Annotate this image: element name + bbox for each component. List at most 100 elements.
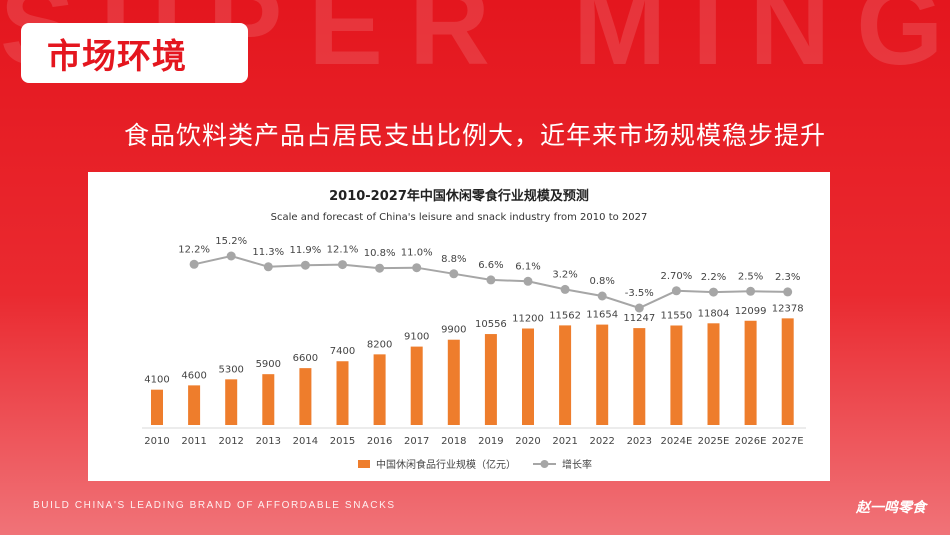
x-tick-2017: 2017: [404, 436, 429, 447]
growth-label-2027E: 2.3%: [775, 272, 800, 283]
bar-2018: [447, 339, 460, 425]
bar-2020: [522, 328, 534, 425]
bar-label-2017: 9100: [404, 332, 429, 343]
bar-label-2016: 8200: [367, 339, 392, 350]
bar-label-2026E: 12099: [735, 306, 767, 317]
bar-2026E: [744, 320, 757, 425]
bar-2015: [336, 361, 349, 425]
x-tick-2021: 2021: [552, 436, 577, 447]
bar-2023: [633, 328, 646, 425]
x-tick-2015: 2015: [330, 436, 355, 447]
bar-2011: [188, 385, 201, 425]
x-tick-2019: 2019: [478, 436, 503, 447]
growth-label-2018: 8.8%: [441, 254, 466, 265]
legend-bar-label: 中国休闲食品行业规模（亿元）: [376, 458, 516, 471]
x-tick-2012: 2012: [218, 436, 243, 447]
slide-subtitle: 食品饮料类产品占居民支出比例大，近年来市场规模稳步提升: [123, 121, 826, 150]
x-tick-2020: 2020: [515, 436, 540, 447]
bar-label-2010: 4100: [144, 375, 169, 386]
growth-point-2012: [226, 251, 236, 261]
growth-rate-labels: 12.2% 15.2% 11.3% 11.9% 12.1% 10.8% 11.0% 8.8% 6…: [178, 236, 800, 299]
bar-2014: [299, 368, 312, 425]
legend-bar-swatch: [358, 460, 370, 468]
x-tick-2018: 2018: [441, 436, 466, 447]
legend-line-dot: [540, 460, 549, 468]
bar-label-2021: 11562: [549, 310, 581, 321]
chart-title: 2010-2027年中国休闲零食行业规模及预测: [329, 188, 589, 204]
growth-point-2015: [338, 260, 347, 270]
growth-point-2026E: [746, 286, 756, 296]
bar-label-2027E: 12378: [772, 303, 804, 314]
growth-label-2020: 6.1%: [515, 261, 540, 272]
bar-2019: [484, 334, 497, 425]
bar-series: [151, 318, 794, 425]
bar-label-2012: 5300: [218, 364, 243, 375]
bar-label-2024E: 11550: [660, 310, 692, 321]
x-tick-2025E: 2025E: [698, 436, 730, 447]
growth-label-2022: 0.8%: [589, 276, 614, 287]
bar-2021: [559, 325, 572, 425]
growth-label-2021: 3.2%: [552, 269, 577, 280]
growth-label-2015: 12.1%: [327, 245, 359, 256]
legend-line-label: 增长率: [562, 458, 592, 471]
footer-slogan: BUILD CHINA'S LEADING BRAND OF AFFORDABL…: [33, 500, 396, 511]
bar-label-2018: 9900: [441, 325, 466, 336]
growth-point-2016: [375, 263, 385, 273]
growth-point-2027E: [783, 287, 793, 297]
growth-point-2018: [449, 269, 459, 279]
growth-label-2012: 15.2%: [215, 236, 247, 247]
legend: 中国休闲食品行业规模（亿元） 增长率: [358, 458, 592, 471]
growth-label-2025E: 2.2%: [701, 272, 726, 283]
growth-point-2022: [597, 291, 607, 301]
x-tick-2011: 2011: [181, 436, 206, 447]
bar-label-2019: 10556: [475, 319, 507, 330]
chart-svg: 2010-2027年中国休闲零食行业规模及预测 Scale and foreca…: [142, 188, 806, 471]
growth-label-2013: 11.3%: [252, 247, 284, 258]
footer-brand-logo: 赵一鸣零食: [856, 500, 926, 516]
growth-label-2011: 12.2%: [178, 244, 210, 255]
growth-point-2014: [300, 260, 310, 270]
bar-label-2022: 11654: [586, 310, 618, 321]
growth-label-2014: 11.9%: [290, 245, 322, 256]
section-badge: 市场环境: [21, 23, 248, 83]
growth-label-2019: 6.6%: [478, 260, 503, 271]
bar-2017: [410, 346, 423, 425]
bar-2013: [262, 374, 275, 425]
growth-label-2024E: 2.70%: [661, 271, 693, 282]
growth-label-2017: 11.0%: [401, 248, 433, 259]
bar-label-2015: 7400: [330, 346, 355, 357]
bar-2010: [151, 389, 163, 425]
growth-point-2019: [486, 275, 496, 285]
bar-2024E: [670, 325, 683, 425]
bar-2022: [596, 324, 609, 425]
bar-label-2025E: 11804: [698, 308, 730, 319]
bar-value-labels: 4100 4600 5300 5900 6600 7400 8200 9100 9900 1055…: [144, 303, 803, 385]
x-axis-tick-labels: 2010 2011 2012 2013 2014 2015 2016 2017 2018 2019…: [144, 436, 803, 447]
x-tick-2010: 2010: [144, 436, 169, 447]
bar-2025E: [707, 323, 720, 425]
growth-rate-points: [189, 251, 793, 313]
growth-label-2026E: 2.5%: [738, 271, 763, 282]
growth-point-2020: [523, 276, 533, 286]
growth-point-2017: [412, 263, 422, 273]
growth-point-2024E: [671, 286, 681, 296]
growth-point-2011: [189, 259, 199, 269]
growth-label-2016: 10.8%: [364, 248, 396, 259]
growth-label-2023: -3.5%: [625, 288, 654, 299]
x-tick-2016: 2016: [367, 436, 392, 447]
x-tick-2022: 2022: [589, 436, 614, 447]
x-tick-2014: 2014: [293, 436, 318, 447]
growth-point-2013: [263, 262, 273, 272]
chart-subtitle: Scale and forecast of China's leisure an…: [271, 212, 648, 223]
bar-label-2013: 5900: [256, 359, 281, 370]
growth-point-2023: [634, 303, 644, 313]
x-tick-2026E: 2026E: [735, 436, 767, 447]
x-tick-2023: 2023: [627, 436, 652, 447]
x-tick-2013: 2013: [256, 436, 281, 447]
bar-2012: [225, 379, 238, 425]
chart-panel: 2010-2027年中国休闲零食行业规模及预测 Scale and foreca…: [88, 172, 830, 481]
x-tick-2027E: 2027E: [772, 436, 804, 447]
x-tick-2024E: 2024E: [661, 436, 693, 447]
growth-point-2025E: [709, 287, 718, 297]
section-badge-label: 市场环境: [47, 36, 187, 77]
